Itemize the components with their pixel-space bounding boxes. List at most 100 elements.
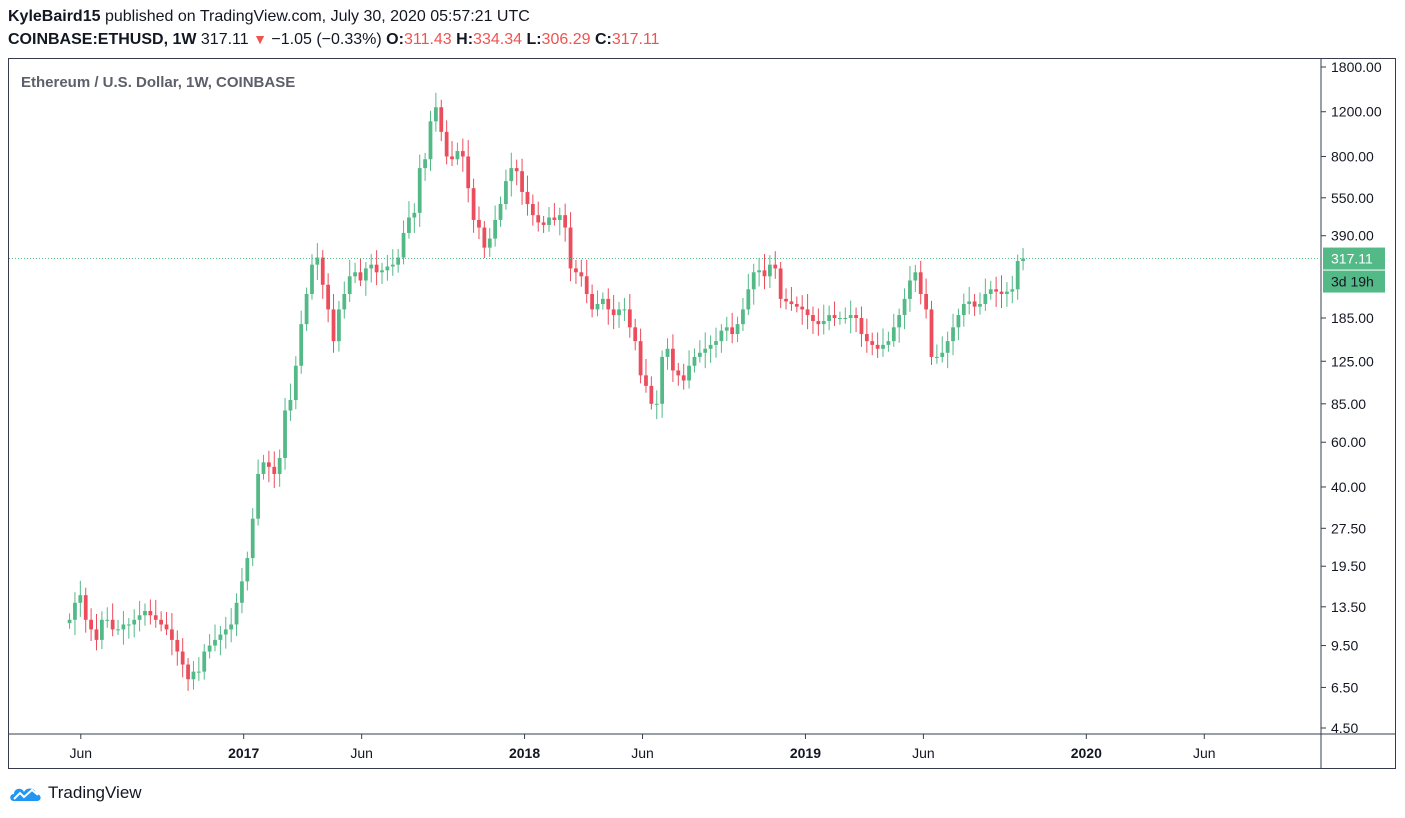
y-tick-label: 800.00 xyxy=(1331,148,1374,164)
candle-body xyxy=(396,257,401,265)
candle-body xyxy=(132,619,137,625)
candle-body xyxy=(972,301,977,307)
candle-body xyxy=(460,151,465,157)
candle-body xyxy=(741,309,745,325)
candle-body xyxy=(288,399,293,411)
candle-body xyxy=(827,315,832,322)
candle-body xyxy=(266,462,271,467)
candle-body xyxy=(353,272,357,277)
candle-body xyxy=(967,301,972,305)
y-tick-label: 27.50 xyxy=(1331,520,1366,536)
y-tick-label: 125.00 xyxy=(1331,353,1374,369)
candle-body xyxy=(401,232,406,258)
candle-body xyxy=(153,615,158,620)
chart-header: KyleBaird15 published on TradingView.com… xyxy=(8,6,660,51)
x-tick-label: 2017 xyxy=(228,745,259,761)
x-tick-label: Jun xyxy=(912,745,935,761)
candle-body xyxy=(778,268,783,299)
candle-body xyxy=(293,365,298,400)
candle-body xyxy=(622,309,627,311)
candle-body xyxy=(881,344,885,349)
candle-body xyxy=(455,151,460,160)
candle-body xyxy=(773,264,778,269)
candle-body xyxy=(299,324,304,366)
candle-body xyxy=(310,264,314,294)
y-tick-label: 13.50 xyxy=(1331,599,1366,615)
candle-body xyxy=(342,293,347,310)
y-tick-label: 9.50 xyxy=(1331,638,1358,654)
candle-body xyxy=(988,289,993,294)
candle-body xyxy=(897,315,902,328)
candle-body xyxy=(568,227,573,269)
candle-body xyxy=(864,334,869,342)
candle-body xyxy=(945,341,950,353)
candle-body xyxy=(116,629,120,631)
candle-body xyxy=(412,212,417,218)
x-tick-label: 2020 xyxy=(1071,745,1102,761)
candlestick-chart[interactable]: Ethereum / U.S. Dollar, 1W, COINBASE 1800… xyxy=(9,59,1395,768)
candle-body xyxy=(148,610,153,616)
candle-body xyxy=(574,268,578,273)
candle-body xyxy=(417,168,422,213)
chart-frame[interactable]: Ethereum / U.S. Dollar, 1W, COINBASE 1800… xyxy=(8,58,1396,769)
y-tick-label: 40.00 xyxy=(1331,479,1366,495)
candle-body xyxy=(94,629,99,640)
candle-body xyxy=(665,348,670,357)
candle-body xyxy=(514,168,519,172)
candle-body xyxy=(735,324,740,335)
y-tick-label: 390.00 xyxy=(1331,228,1374,244)
y-tick-label: 60.00 xyxy=(1331,434,1366,450)
candle-body xyxy=(821,321,826,325)
candle-body xyxy=(590,293,594,310)
candle-body xyxy=(870,341,875,345)
candle-body xyxy=(606,298,611,310)
candle-body xyxy=(956,315,961,328)
countdown-tag-label: 3d 19h xyxy=(1331,274,1374,290)
candle-body xyxy=(1015,261,1020,290)
candle-body xyxy=(832,315,837,319)
candle-body xyxy=(530,203,535,216)
candle-body xyxy=(498,203,503,220)
candle-body xyxy=(159,619,164,625)
candle-body xyxy=(714,341,718,345)
candle-body xyxy=(509,168,514,182)
tradingview-cloud-icon xyxy=(10,788,41,801)
candle-body xyxy=(126,624,131,626)
candle-body xyxy=(525,191,530,204)
tradingview-logo[interactable]: TradingView xyxy=(8,783,142,803)
candle-body xyxy=(757,270,761,273)
candle-body xyxy=(671,348,675,371)
candle-body xyxy=(73,602,77,620)
candle-body xyxy=(218,634,223,640)
candle-body xyxy=(175,639,180,652)
candle-body xyxy=(202,651,207,672)
candle-body xyxy=(746,289,751,310)
candle-body xyxy=(951,327,955,342)
candle-body xyxy=(854,315,858,319)
candle-body xyxy=(611,309,616,316)
author-name[interactable]: KyleBaird15 xyxy=(8,8,101,25)
x-tick-label: Jun xyxy=(631,745,654,761)
candle-body xyxy=(557,215,562,220)
y-tick-label: 4.50 xyxy=(1331,720,1358,736)
candle-body xyxy=(908,280,912,299)
candle-body xyxy=(784,298,788,302)
candle-body xyxy=(697,352,702,357)
candle-body xyxy=(121,624,126,630)
candle-body xyxy=(89,619,93,630)
candle-body xyxy=(789,301,794,305)
candle-body xyxy=(186,664,190,680)
last-price-tag xyxy=(1323,247,1385,270)
candle-body xyxy=(654,403,659,405)
candle-body xyxy=(961,304,966,316)
candle-body xyxy=(504,181,508,204)
candle-body xyxy=(261,462,266,474)
candle-body xyxy=(277,458,282,474)
candle-body xyxy=(1010,289,1015,292)
candle-body xyxy=(304,293,309,325)
candle-body xyxy=(331,309,336,342)
candle-body xyxy=(595,304,600,310)
candle-body xyxy=(859,318,864,335)
candle-body xyxy=(687,365,691,381)
candle-body xyxy=(315,257,320,265)
